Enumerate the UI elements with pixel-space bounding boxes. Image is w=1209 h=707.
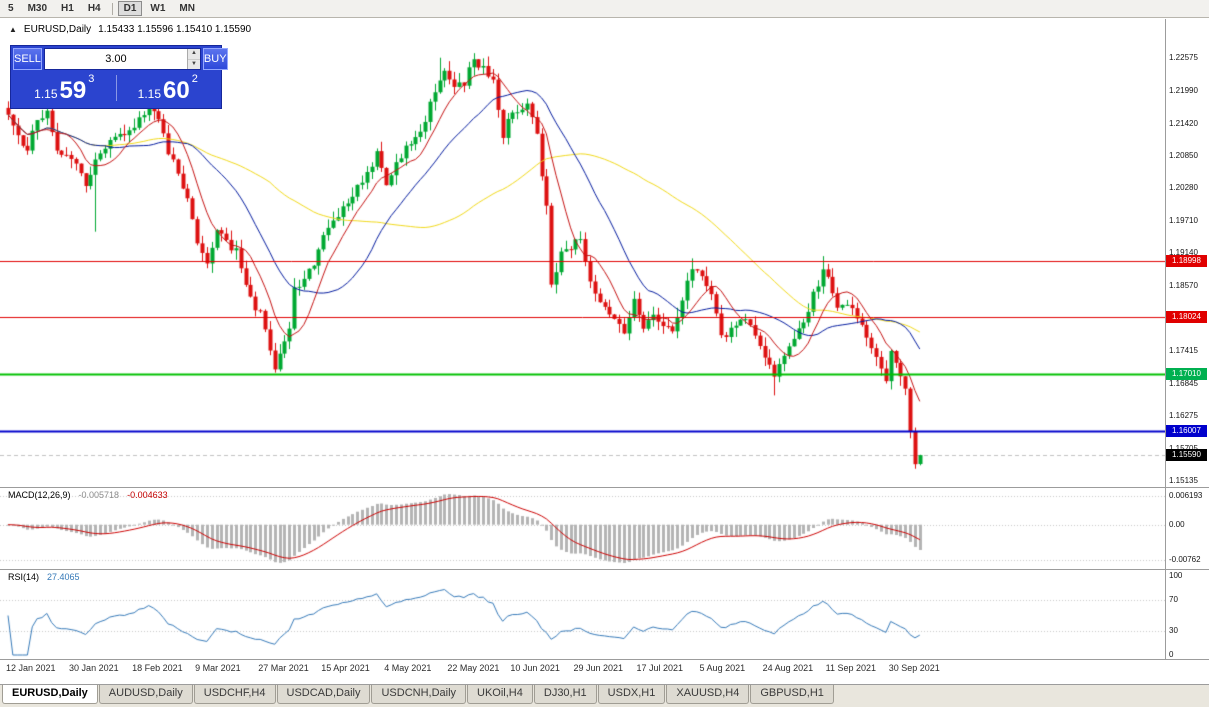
- buy-button[interactable]: BUY: [202, 48, 228, 70]
- one-click-collapse-icon[interactable]: ▲: [9, 25, 17, 34]
- support-line-price-tag[interactable]: 1.17010: [1166, 368, 1207, 381]
- date-axis-label: 30 Sep 2021: [888, 663, 940, 673]
- rsi-indicator-canvas[interactable]: [0, 570, 1165, 659]
- timeframe-button-d1[interactable]: D1: [117, 1, 143, 16]
- date-axis-label: 12 Jan 2021: [6, 663, 56, 673]
- sell-price-base: 1.15: [34, 87, 58, 101]
- volume-control: ▲ ▼: [43, 48, 201, 70]
- chart-title: ▲ EURUSD,Daily 1.15433 1.15596 1.15410 1…: [9, 24, 251, 35]
- price-axis-label: 1.16845: [1169, 378, 1198, 388]
- chart-tab-dj30-h1[interactable]: DJ30,H1: [533, 685, 597, 704]
- buy-price-pipette: 2: [191, 73, 198, 85]
- chart-tab-xauusd-h4[interactable]: XAUUSD,H4: [666, 685, 750, 704]
- price-axis-label: 1.19140: [1169, 248, 1198, 258]
- macd-main-value: -0.005718: [78, 490, 120, 500]
- resistance-line-price-tag[interactable]: 1.18024: [1166, 310, 1207, 323]
- date-axis-label: 17 Jul 2021: [636, 663, 684, 673]
- price-divider: [115, 75, 117, 101]
- chart-tab-audusd-daily[interactable]: AUDUSD,Daily: [98, 685, 193, 704]
- date-axis-label: 30 Jan 2021: [69, 663, 119, 673]
- date-axis-label: 10 Jun 2021: [510, 663, 560, 673]
- sell-price-display: 1.15 59 3: [13, 72, 116, 104]
- timeframe-toolbar: 5 M30 H1 H4 D1 W1 MN: [0, 0, 1209, 18]
- buy-price-base: 1.15: [137, 87, 162, 101]
- timeframe-button-5[interactable]: 5: [8, 3, 14, 14]
- rsi-axis-label: 70: [1169, 594, 1178, 604]
- pane-divider: [0, 659, 1209, 660]
- sell-price-big: 59: [59, 77, 87, 104]
- support-line-price-tag[interactable]: 1.16007: [1166, 425, 1207, 438]
- buy-price-big: 60: [163, 77, 190, 104]
- timeframe-button-m30[interactable]: M30: [27, 3, 48, 14]
- price-axis-label: 1.15705: [1169, 443, 1198, 453]
- pane-divider[interactable]: [0, 569, 1209, 570]
- date-axis-label: 24 Aug 2021: [762, 663, 814, 673]
- chart-tab-usdx-h1[interactable]: USDX,H1: [597, 685, 666, 704]
- macd-axis-label: 0.00: [1169, 519, 1185, 529]
- macd-axis-label: 0.006193: [1169, 491, 1203, 501]
- price-axis-label: 1.20850: [1169, 151, 1198, 161]
- date-axis-label: 27 Mar 2021: [258, 663, 309, 673]
- date-axis-label: 18 Feb 2021: [132, 663, 183, 673]
- price-axis-label: 1.19710: [1169, 215, 1198, 225]
- rsi-value: 27.4065: [47, 572, 80, 582]
- rsi-label: RSI(14): [8, 572, 40, 582]
- chart-tab-bar: EURUSD,Daily AUDUSD,Daily USDCHF,H4 USDCAD,…: [0, 684, 1209, 707]
- price-axis-label: 1.21990: [1169, 86, 1198, 96]
- date-axis-label: 4 May 2021: [384, 663, 432, 673]
- chart-tab-usdcad-daily[interactable]: USDCAD,Daily: [276, 685, 371, 704]
- rsi-axis-label: 0: [1169, 650, 1174, 659]
- sell-price-pipette: 3: [88, 73, 95, 85]
- sell-button[interactable]: SELL: [13, 48, 42, 70]
- chart-tab-ukoil-h4[interactable]: UKOil,H4: [467, 685, 533, 704]
- rsi-header: RSI(14) 27.4065: [8, 572, 80, 582]
- date-axis-label: 5 Aug 2021: [699, 663, 746, 673]
- timeframe-button-h1[interactable]: H1: [61, 3, 74, 14]
- chart-tab-usdcnh-daily[interactable]: USDCNH,Daily: [371, 685, 467, 704]
- date-axis-label: 11 Sep 2021: [825, 663, 877, 673]
- macd-axis-label: -0.00762: [1169, 554, 1201, 564]
- macd-header: MACD(12,26,9) -0.005718 -0.004633: [8, 490, 168, 500]
- macd-signal-value: -0.004633: [127, 490, 168, 500]
- price-axis-label: 1.18570: [1169, 280, 1198, 290]
- price-axis-label: 1.15135: [1169, 475, 1198, 485]
- rsi-axis-label: 100: [1169, 571, 1183, 580]
- chart-tab-gbpusd-h1[interactable]: GBPUSD,H1: [750, 685, 834, 704]
- chart-tab-eurusd-daily[interactable]: EURUSD,Daily: [2, 685, 98, 704]
- date-axis-label: 9 Mar 2021: [195, 663, 241, 673]
- chart-symbol-label: EURUSD,Daily: [23, 24, 92, 35]
- timeframe-button-h4[interactable]: H4: [87, 3, 101, 14]
- macd-label: MACD(12,26,9): [8, 490, 71, 500]
- current-price-tag: 1.15590: [1166, 449, 1207, 462]
- pane-divider[interactable]: [0, 487, 1209, 488]
- chart-tab-usdchf-h4[interactable]: USDCHF,H4: [193, 685, 276, 704]
- date-axis-label: 29 Jun 2021: [573, 663, 623, 673]
- volume-down-icon[interactable]: ▼: [187, 59, 200, 69]
- date-axis-label: 22 May 2021: [447, 663, 500, 673]
- macd-indicator-canvas[interactable]: [0, 488, 1165, 569]
- timeframe-button-mn[interactable]: MN: [179, 3, 195, 14]
- price-axis-label: 1.16275: [1169, 411, 1198, 421]
- date-axis-label: 15 Apr 2021: [321, 663, 370, 673]
- price-axis-label: 1.22575: [1169, 53, 1198, 62]
- volume-up-icon[interactable]: ▲: [187, 49, 200, 60]
- rsi-axis-label: 30: [1169, 626, 1178, 636]
- price-axis-label: 1.21420: [1169, 118, 1198, 128]
- volume-input[interactable]: [44, 49, 187, 69]
- buy-price-display: 1.15 60 2: [117, 72, 220, 104]
- price-axis-label: 1.17415: [1169, 346, 1198, 356]
- timeframe-button-w1[interactable]: W1: [150, 3, 166, 14]
- resistance-line-price-tag[interactable]: 1.18998: [1166, 255, 1207, 268]
- toolbar-separator: [111, 2, 113, 15]
- chart-ohlc-values: 1.15433 1.15596 1.15410 1.15590: [98, 24, 252, 35]
- price-axis-separator: [1165, 19, 1166, 659]
- price-axis-label: 1.20280: [1169, 183, 1198, 193]
